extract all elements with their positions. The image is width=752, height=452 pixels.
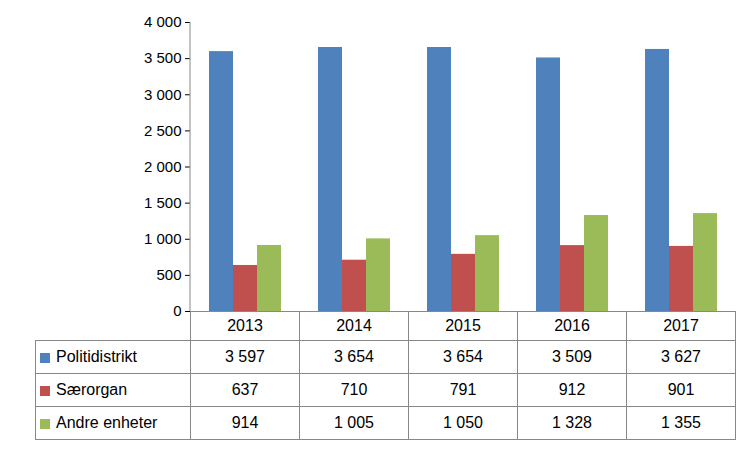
- svg-text:2 500: 2 500: [144, 122, 182, 139]
- html-text:2014: 2014: [336, 317, 372, 334]
- svg-text:500: 500: [156, 266, 181, 283]
- html-text:3 654: 3 654: [443, 348, 483, 365]
- html-text:912: 912: [558, 381, 586, 398]
- html-text:914: 914: [231, 414, 259, 431]
- html-text:1 050: 1 050: [443, 414, 483, 431]
- html-text:1 328: 1 328: [552, 414, 592, 431]
- html-text:Politidistrikt: Politidistrikt: [56, 348, 137, 365]
- svg-text:3 500: 3 500: [144, 49, 182, 66]
- svg-text:1 000: 1 000: [144, 230, 182, 247]
- html-text:1 005: 1 005: [334, 414, 374, 431]
- svg-text:1 500: 1 500: [144, 194, 182, 211]
- html-text:710: 710: [340, 381, 368, 398]
- svg-text:4 000: 4 000: [144, 13, 182, 30]
- html-text:3 627: 3 627: [661, 348, 701, 365]
- svg-text:3 000: 3 000: [144, 86, 182, 103]
- html-text:901: 901: [667, 381, 695, 398]
- html-text:2017: 2017: [663, 317, 699, 334]
- html-text:2016: 2016: [554, 317, 590, 334]
- html-text:3 597: 3 597: [225, 348, 265, 365]
- html-text:2013: 2013: [227, 317, 263, 334]
- html-text:3 509: 3 509: [552, 348, 592, 365]
- html-text:Særorgan: Særorgan: [56, 381, 128, 398]
- html-text:637: 637: [231, 381, 259, 398]
- html-text:3 654: 3 654: [334, 348, 374, 365]
- svg-text:0: 0: [173, 302, 181, 319]
- html-text:Andre enheter: Andre enheter: [56, 414, 158, 431]
- svg-text:2 000: 2 000: [144, 158, 182, 175]
- html-text:2015: 2015: [445, 317, 481, 334]
- html-text:1 355: 1 355: [661, 414, 701, 431]
- html-text:791: 791: [449, 381, 477, 398]
